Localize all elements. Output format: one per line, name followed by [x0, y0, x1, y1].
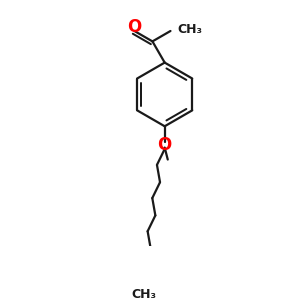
- Text: O: O: [127, 18, 142, 36]
- Text: O: O: [158, 136, 172, 154]
- Text: CH₃: CH₃: [131, 288, 156, 300]
- Text: CH₃: CH₃: [177, 23, 202, 36]
